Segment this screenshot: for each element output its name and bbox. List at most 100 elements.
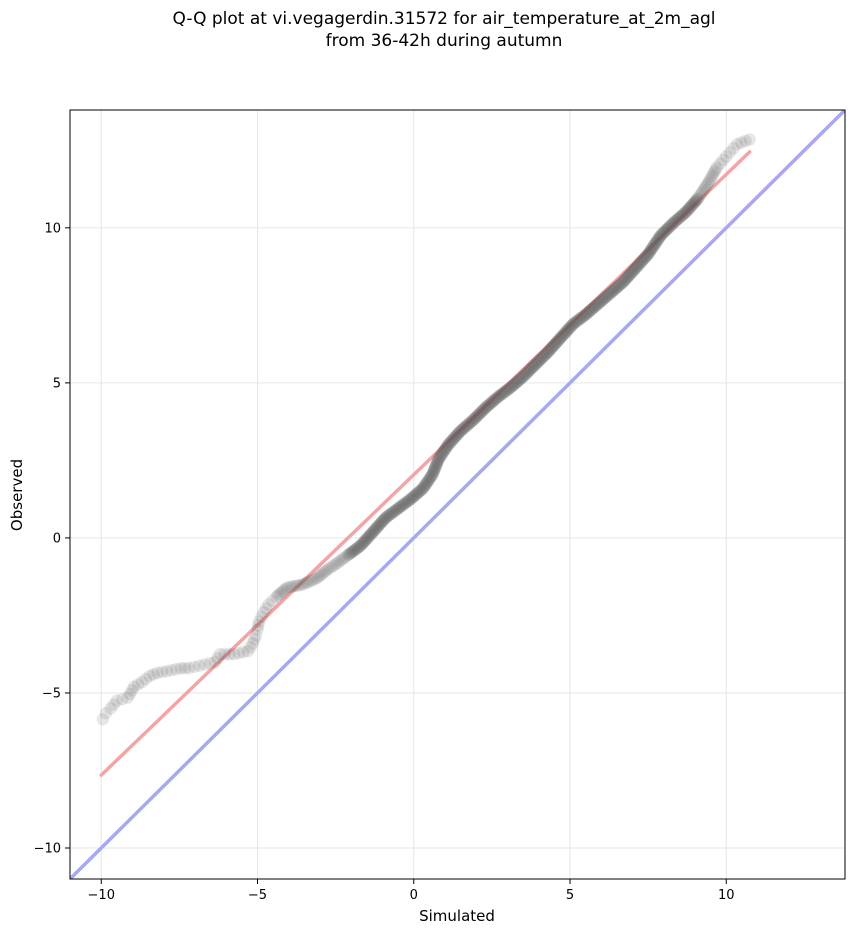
quantile-point-105 (363, 529, 376, 543)
quantile-point-128 (381, 510, 394, 523)
quantile-point-80 (339, 550, 353, 563)
quantile-point-81 (341, 548, 355, 562)
quantile-point-364 (574, 312, 588, 325)
quantile-point-263 (488, 393, 501, 407)
quantile-point-287 (510, 375, 524, 389)
quantile-point-163 (414, 484, 427, 497)
quantile-point-164 (415, 483, 428, 497)
quantile-point-417 (621, 270, 635, 284)
quantile-point-15 (151, 666, 164, 679)
quantile-point-444 (642, 247, 655, 260)
quantile-point-495 (682, 202, 695, 216)
quantile-point-419 (623, 268, 636, 282)
quantile-point-244 (471, 408, 485, 422)
quantile-point-155 (407, 490, 420, 504)
quantile-point-333 (548, 337, 562, 351)
quantile-point-49 (271, 589, 285, 602)
quantile-point-416 (620, 271, 634, 284)
quantile-point-119 (373, 517, 387, 531)
quantile-point-457 (651, 234, 664, 247)
quantile-point-260 (485, 396, 499, 409)
quantile-point-40 (251, 623, 264, 636)
quantile-point-351 (563, 322, 576, 335)
quantile-point-221 (452, 427, 465, 440)
quantile-point-41 (252, 619, 265, 632)
quantile-point-425 (627, 263, 641, 277)
quantile-point-120 (374, 516, 388, 530)
quantile-point-213 (445, 434, 459, 447)
quantile-point-156 (407, 489, 421, 503)
quantile-point-116 (371, 520, 385, 533)
quantile-point-337 (552, 334, 565, 347)
quantile-point-481 (670, 213, 683, 227)
quantile-point-245 (472, 408, 486, 421)
quantile-point-421 (624, 267, 638, 280)
quantile-point-268 (492, 389, 506, 403)
quantile-point-37 (246, 637, 260, 650)
quantile-point-484 (673, 211, 686, 224)
quantile-point-317 (536, 351, 549, 364)
quantile-point-456 (650, 235, 663, 248)
quantile-point-488 (676, 208, 690, 221)
quantile-point-407 (613, 278, 626, 292)
quantile-point-50 (273, 587, 287, 600)
quantile-point-264 (489, 392, 502, 406)
quantile-point-89 (349, 543, 363, 556)
quantile-point-338 (552, 333, 566, 346)
quantile-point-365 (575, 311, 588, 324)
quantile-point-236 (465, 415, 478, 428)
quantile-point-360 (570, 314, 584, 328)
quantile-point-466 (657, 226, 671, 239)
quantile-point-346 (559, 326, 572, 339)
quantile-point-449 (645, 242, 659, 255)
quantile-point-387 (595, 294, 608, 307)
quantile-point-408 (614, 278, 627, 291)
quantile-point-151 (403, 493, 416, 507)
quantile-point-462 (654, 229, 667, 242)
quantile-point-289 (512, 374, 525, 387)
quantile-point-506 (691, 193, 704, 206)
quantile-point-307 (527, 359, 541, 373)
quantile-point-166 (416, 482, 430, 495)
quantile-point-293 (516, 371, 529, 384)
quantile-point-348 (560, 324, 574, 338)
quantile-point-210 (443, 436, 456, 450)
quantile-point-187 (429, 460, 442, 473)
quantile-point-290 (513, 373, 526, 386)
quantile-point-267 (491, 390, 505, 404)
quantile-point-234 (463, 416, 476, 430)
quantile-point-339 (553, 332, 567, 345)
quantile-point-393 (600, 289, 614, 303)
quantile-point-55 (283, 580, 296, 594)
quantile-point-67 (312, 570, 325, 583)
quantile-point-367 (577, 309, 590, 323)
quantile-point-108 (365, 527, 378, 540)
quantile-point-326 (543, 343, 556, 357)
quantile-point-193 (432, 453, 445, 467)
quantile-point-22 (182, 661, 195, 675)
quantile-point-438 (638, 252, 651, 265)
quantile-point-248 (475, 405, 488, 419)
quantile-point-113 (369, 522, 382, 536)
quantile-point-269 (493, 389, 507, 402)
quantile-point-257 (482, 398, 496, 411)
quantile-point-220 (451, 428, 464, 441)
quantile-point-97 (356, 536, 370, 550)
quantile-point-28 (211, 651, 224, 665)
y-tick-label-1: −5 (42, 686, 61, 701)
quantile-point-497 (684, 200, 697, 214)
quantile-point-64 (305, 574, 319, 587)
quantile-point-4 (110, 694, 124, 707)
quantile-point-223 (453, 425, 467, 439)
quantile-point-375 (584, 303, 598, 317)
quantile-point-68 (314, 568, 327, 582)
chart-title-line-2: from 36-42h during autumn (325, 31, 563, 51)
quantile-point-169 (418, 479, 432, 492)
quantile-point-359 (569, 315, 583, 329)
quantile-point-405 (611, 280, 624, 293)
quantile-point-104 (362, 530, 375, 544)
quantile-point-323 (541, 346, 554, 359)
quantile-point-468 (659, 224, 672, 237)
quantile-point-146 (398, 497, 412, 510)
